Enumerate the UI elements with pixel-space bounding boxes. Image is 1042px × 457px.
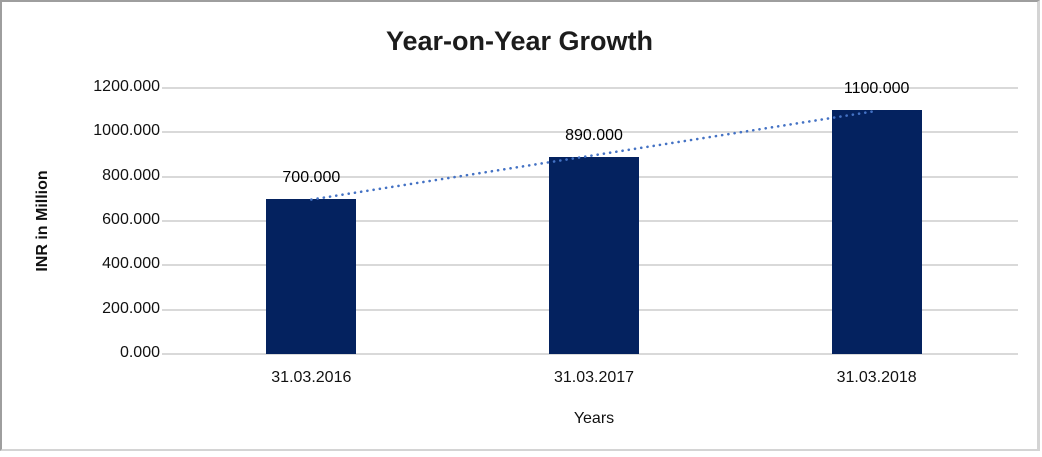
gridline — [170, 131, 1018, 134]
axis-tick — [162, 220, 170, 222]
y-tick-label: 600.000 — [102, 211, 160, 228]
plot-area: 700.000 890.000 1100.000 — [170, 80, 1018, 355]
axis-tick — [162, 87, 170, 89]
bar-value-label: 700.000 — [282, 168, 341, 186]
y-tick-label: 400.000 — [102, 255, 160, 273]
y-tick-label: 1200.000 — [93, 78, 160, 95]
y-tick-label: 0.000 — [119, 344, 160, 361]
chart-title: Year-on-Year Growth — [385, 26, 654, 56]
axis-tick — [162, 353, 170, 355]
bar-value-label: 890.000 — [565, 126, 623, 144]
axis-tick — [162, 131, 170, 134]
axis-tick — [162, 175, 170, 178]
trendline-path — [310, 109, 878, 201]
x-axis-title: Years — [573, 410, 615, 427]
bar-31.03.2017 — [549, 156, 639, 354]
trendline — [310, 109, 878, 201]
x-tick-label: 31.03.2016 — [271, 369, 352, 386]
bar-31.03.2018 — [831, 110, 922, 354]
axis-tick — [162, 264, 170, 267]
x-tick-label: 31.03.2017 — [553, 369, 635, 386]
y-tick-label: 1000.000 — [93, 122, 160, 140]
y-tick-label: 200.000 — [102, 299, 160, 317]
x-tick-label: 31.03.2018 — [836, 369, 917, 386]
bar-31.03.2016 — [266, 198, 357, 354]
gridline — [170, 353, 1018, 355]
axis-tick — [162, 308, 170, 311]
gridline — [170, 87, 1018, 89]
bar-value-label: 1100.000 — [843, 80, 910, 98]
y-tick-label: 800.000 — [102, 166, 160, 184]
